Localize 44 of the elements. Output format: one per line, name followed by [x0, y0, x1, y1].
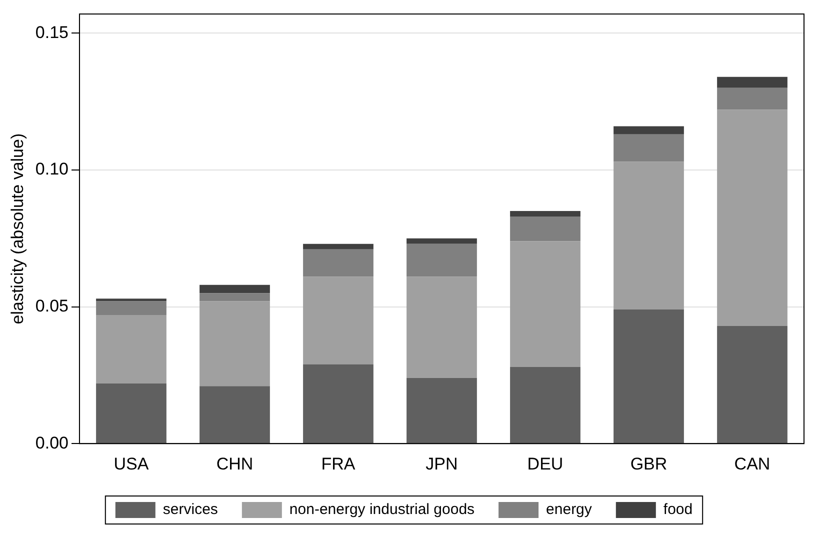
bar — [717, 76, 788, 88]
bar — [406, 276, 477, 378]
bar — [406, 238, 477, 244]
x-tick-label: CAN — [734, 454, 770, 474]
y-axis-title: elasticity (absolute value) — [8, 133, 27, 324]
y-tick-label: 0.00 — [35, 433, 68, 452]
bar — [96, 301, 166, 315]
bar — [717, 110, 788, 326]
x-tick-label: JPN — [426, 454, 458, 474]
bar — [200, 284, 270, 294]
y-tick-label: 0.05 — [35, 296, 68, 316]
legend-label: energy — [546, 501, 592, 518]
x-tick-label: FRA — [321, 454, 356, 474]
bar — [303, 244, 374, 250]
bar — [614, 162, 684, 310]
bar — [717, 88, 788, 110]
y-tick-label: 0.10 — [35, 160, 68, 179]
x-tick-label: USA — [114, 454, 150, 474]
bar — [614, 310, 684, 444]
bar — [303, 364, 374, 444]
bar — [200, 293, 270, 302]
bar — [510, 366, 580, 444]
bar — [303, 276, 374, 364]
bar — [717, 326, 788, 444]
bar — [614, 134, 684, 162]
x-tick-label: DEU — [527, 454, 564, 474]
x-tick-label: CHN — [216, 454, 254, 474]
bar — [406, 378, 477, 444]
bar — [303, 249, 374, 277]
bar — [96, 383, 166, 444]
legend-label: non-energy industrial goods — [289, 501, 475, 518]
bar — [200, 301, 270, 386]
bar — [200, 386, 270, 444]
bar — [510, 216, 580, 242]
bar — [510, 241, 580, 367]
bar — [510, 211, 580, 216]
bar — [406, 244, 477, 277]
bar — [614, 126, 684, 134]
legend-label: food — [663, 501, 693, 518]
bar — [96, 298, 166, 302]
x-tick-label: GBR — [630, 454, 668, 474]
y-tick-label: 0.15 — [35, 22, 68, 42]
legend-label: services — [162, 501, 218, 518]
bar — [96, 314, 166, 384]
